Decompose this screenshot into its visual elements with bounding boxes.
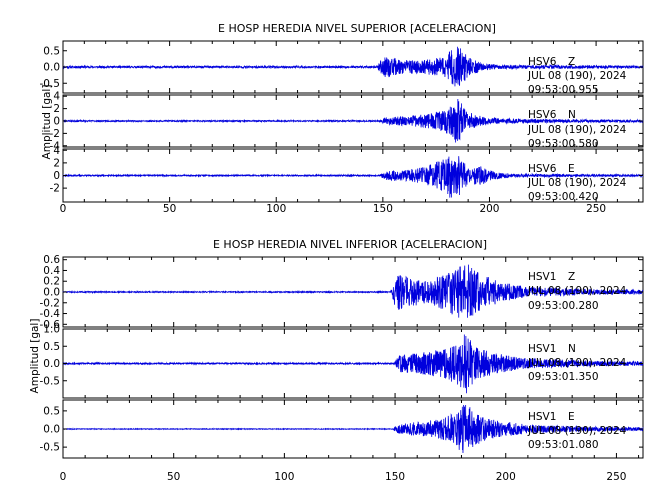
trace-date: JUL 08 (190), 2024 (527, 425, 627, 437)
waveform-trace (62, 405, 644, 454)
waveform-trace (62, 264, 644, 318)
waveform-trace (62, 334, 644, 394)
trace-station: HSV1 (528, 271, 556, 283)
x-tick-label: 150 (373, 203, 393, 215)
waveform-trace (62, 99, 644, 143)
y-axis-label-inferior: Amplitud [gal] (29, 319, 41, 394)
trace-panel-hsv6-z: HSV6 Z JUL 08 (190), 2024 09:53:00.955 0… (40, 40, 644, 96)
y-axis-label-superior: Amplitud [gal] (41, 85, 53, 160)
trace-component: E (568, 163, 575, 175)
y-tick-label: 0.5 (43, 45, 60, 57)
trace-panel-hsv6-n: HSV6 N JUL 08 (190), 2024 09:53:00.580 4… (50, 91, 644, 152)
y-tick-label: -0.6 (40, 319, 61, 331)
y-tick-label: 0.0 (43, 287, 60, 299)
trace-date: JUL 08 (190), 2024 (527, 124, 627, 136)
x-tick-label: 150 (385, 471, 405, 483)
y-tick-label: 0 (53, 116, 60, 128)
trace-time: 09:53:01.080 (528, 439, 599, 451)
trace-panel-hsv1-z: HSV1 Z JUL 08 (190), 2024 09:53:00.280 0… (40, 254, 644, 331)
chart-title-inferior: E HOSP HEREDIA NIVEL INFERIOR [ACELERACI… (213, 238, 487, 251)
x-axis-inferior: 0 50 100 150 200 250 (60, 471, 627, 483)
trace-station: HSV6 (528, 109, 557, 121)
y-tick-label: -0.2 (40, 297, 61, 309)
x-tick-label: 0 (60, 471, 67, 483)
y-tick-label: 0.5 (43, 405, 60, 417)
trace-component: Z (568, 56, 575, 68)
y-tick-label: -2 (50, 183, 60, 195)
trace-time: 09:53:00.580 (528, 138, 599, 150)
y-tick-label: 0.2 (43, 276, 60, 288)
waveform-trace (62, 46, 644, 87)
y-tick-label: 0.5 (43, 341, 60, 353)
trace-component: E (568, 411, 575, 423)
trace-date: JUL 08 (190), 2024 (527, 285, 627, 297)
trace-station: HSV1 (528, 411, 556, 423)
y-tick-label: 1.0 (43, 324, 60, 336)
trace-date: JUL 08 (190), 2024 (527, 357, 627, 369)
trace-panel-hsv1-e: HSV1 E JUL 08 (190), 2024 09:53:01.080 0… (40, 399, 644, 459)
y-tick-label: 0.0 (43, 62, 60, 74)
trace-component: N (568, 109, 576, 121)
x-tick-label: 100 (266, 203, 286, 215)
x-tick-label: 100 (274, 471, 294, 483)
y-tick-label: -2 (50, 128, 60, 140)
trace-time: 09:53:00.420 (528, 191, 599, 203)
y-tick-label: 4 (53, 91, 60, 103)
waveform-trace (62, 156, 644, 198)
x-tick-label: 200 (479, 203, 499, 215)
x-tick-label: 250 (606, 471, 626, 483)
x-tick-label: 0 (60, 203, 67, 215)
trace-date: JUL 08 (190), 2024 (527, 177, 627, 189)
x-tick-label: 50 (163, 203, 176, 215)
y-tick-label: 0.0 (43, 424, 60, 436)
trace-panel-hsv6-e: HSV6 E JUL 08 (190), 2024 09:53:00.420 4… (50, 145, 644, 203)
x-axis-superior: 0 50 100 150 200 250 (60, 203, 606, 215)
trace-date: JUL 08 (190), 2024 (527, 70, 627, 82)
trace-time: 09:53:01.350 (528, 371, 599, 383)
y-tick-label: 0.4 (43, 265, 60, 277)
y-tick-label: -0.5 (40, 442, 61, 454)
y-tick-label: 4 (53, 145, 60, 157)
trace-station: HSV1 (528, 343, 556, 355)
trace-component: N (568, 343, 576, 355)
trace-time: 09:53:00.955 (528, 84, 599, 96)
trace-station: HSV6 (528, 163, 557, 175)
y-tick-label: 0.6 (43, 254, 60, 266)
trace-station: HSV6 (528, 56, 557, 68)
y-tick-label: 0 (53, 170, 60, 182)
y-tick-label: -0.4 (40, 308, 61, 320)
y-tick-label: -0.5 (40, 375, 61, 387)
trace-panel-hsv1-n: HSV1 N JUL 08 (190), 2024 09:53:01.350 1… (40, 324, 644, 399)
x-tick-label: 250 (586, 203, 606, 215)
trace-component: Z (568, 271, 575, 283)
y-tick-label: 2 (53, 103, 60, 115)
x-tick-label: 50 (167, 471, 180, 483)
y-tick-label: 2 (53, 157, 60, 169)
y-tick-label: -0.5 (40, 78, 61, 90)
x-tick-label: 200 (496, 471, 516, 483)
trace-time: 09:53:00.280 (528, 300, 599, 312)
y-tick-label: -4 (50, 140, 61, 152)
y-tick-label: 0.0 (43, 358, 60, 370)
chart-title-superior: E HOSP HEREDIA NIVEL SUPERIOR [ACELERACI… (218, 22, 496, 35)
